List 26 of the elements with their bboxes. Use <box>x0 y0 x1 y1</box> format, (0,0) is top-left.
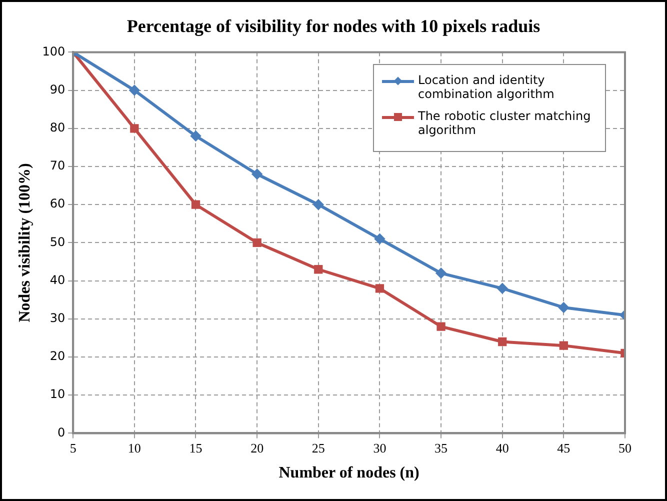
chart-title: Percentage of visibility for nodes with 10 pixels raduis <box>126 16 542 37</box>
y-tick-label: 0 <box>57 425 66 440</box>
y-tick-label: 50 <box>50 234 66 249</box>
y-axis-title: Nodes visibility (100%) <box>16 163 34 322</box>
y-tick-label: 20 <box>50 349 66 364</box>
x-tick-label: 40 <box>496 440 509 456</box>
y-tick-label: 60 <box>50 196 66 211</box>
y-tick-label: 40 <box>50 272 66 287</box>
x-tick-label: 5 <box>70 440 76 456</box>
x-axis-title: Number of nodes (n) <box>278 464 420 482</box>
y-tick-label: 90 <box>50 82 66 96</box>
y-tick-label: 100 <box>42 44 66 58</box>
x-tick-label: 45 <box>557 440 570 456</box>
x-tick-label: 30 <box>373 440 386 456</box>
legend-label: The robotic cluster matching algorithm <box>418 109 592 138</box>
x-tick-label: 25 <box>312 440 325 456</box>
y-tick-label: 70 <box>50 158 66 173</box>
x-tick-label: 15 <box>189 440 202 456</box>
x-tick-label: 50 <box>618 440 632 456</box>
y-tick-label: 80 <box>50 120 66 135</box>
y-tick-label: 10 <box>50 387 66 402</box>
x-tick-label: 35 <box>434 440 448 456</box>
legend-label: Location and identity combination algorithm <box>418 73 556 102</box>
x-tick-label: 20 <box>250 440 264 456</box>
y-tick-label: 30 <box>50 311 66 326</box>
x-tick-label: 10 <box>128 440 141 456</box>
